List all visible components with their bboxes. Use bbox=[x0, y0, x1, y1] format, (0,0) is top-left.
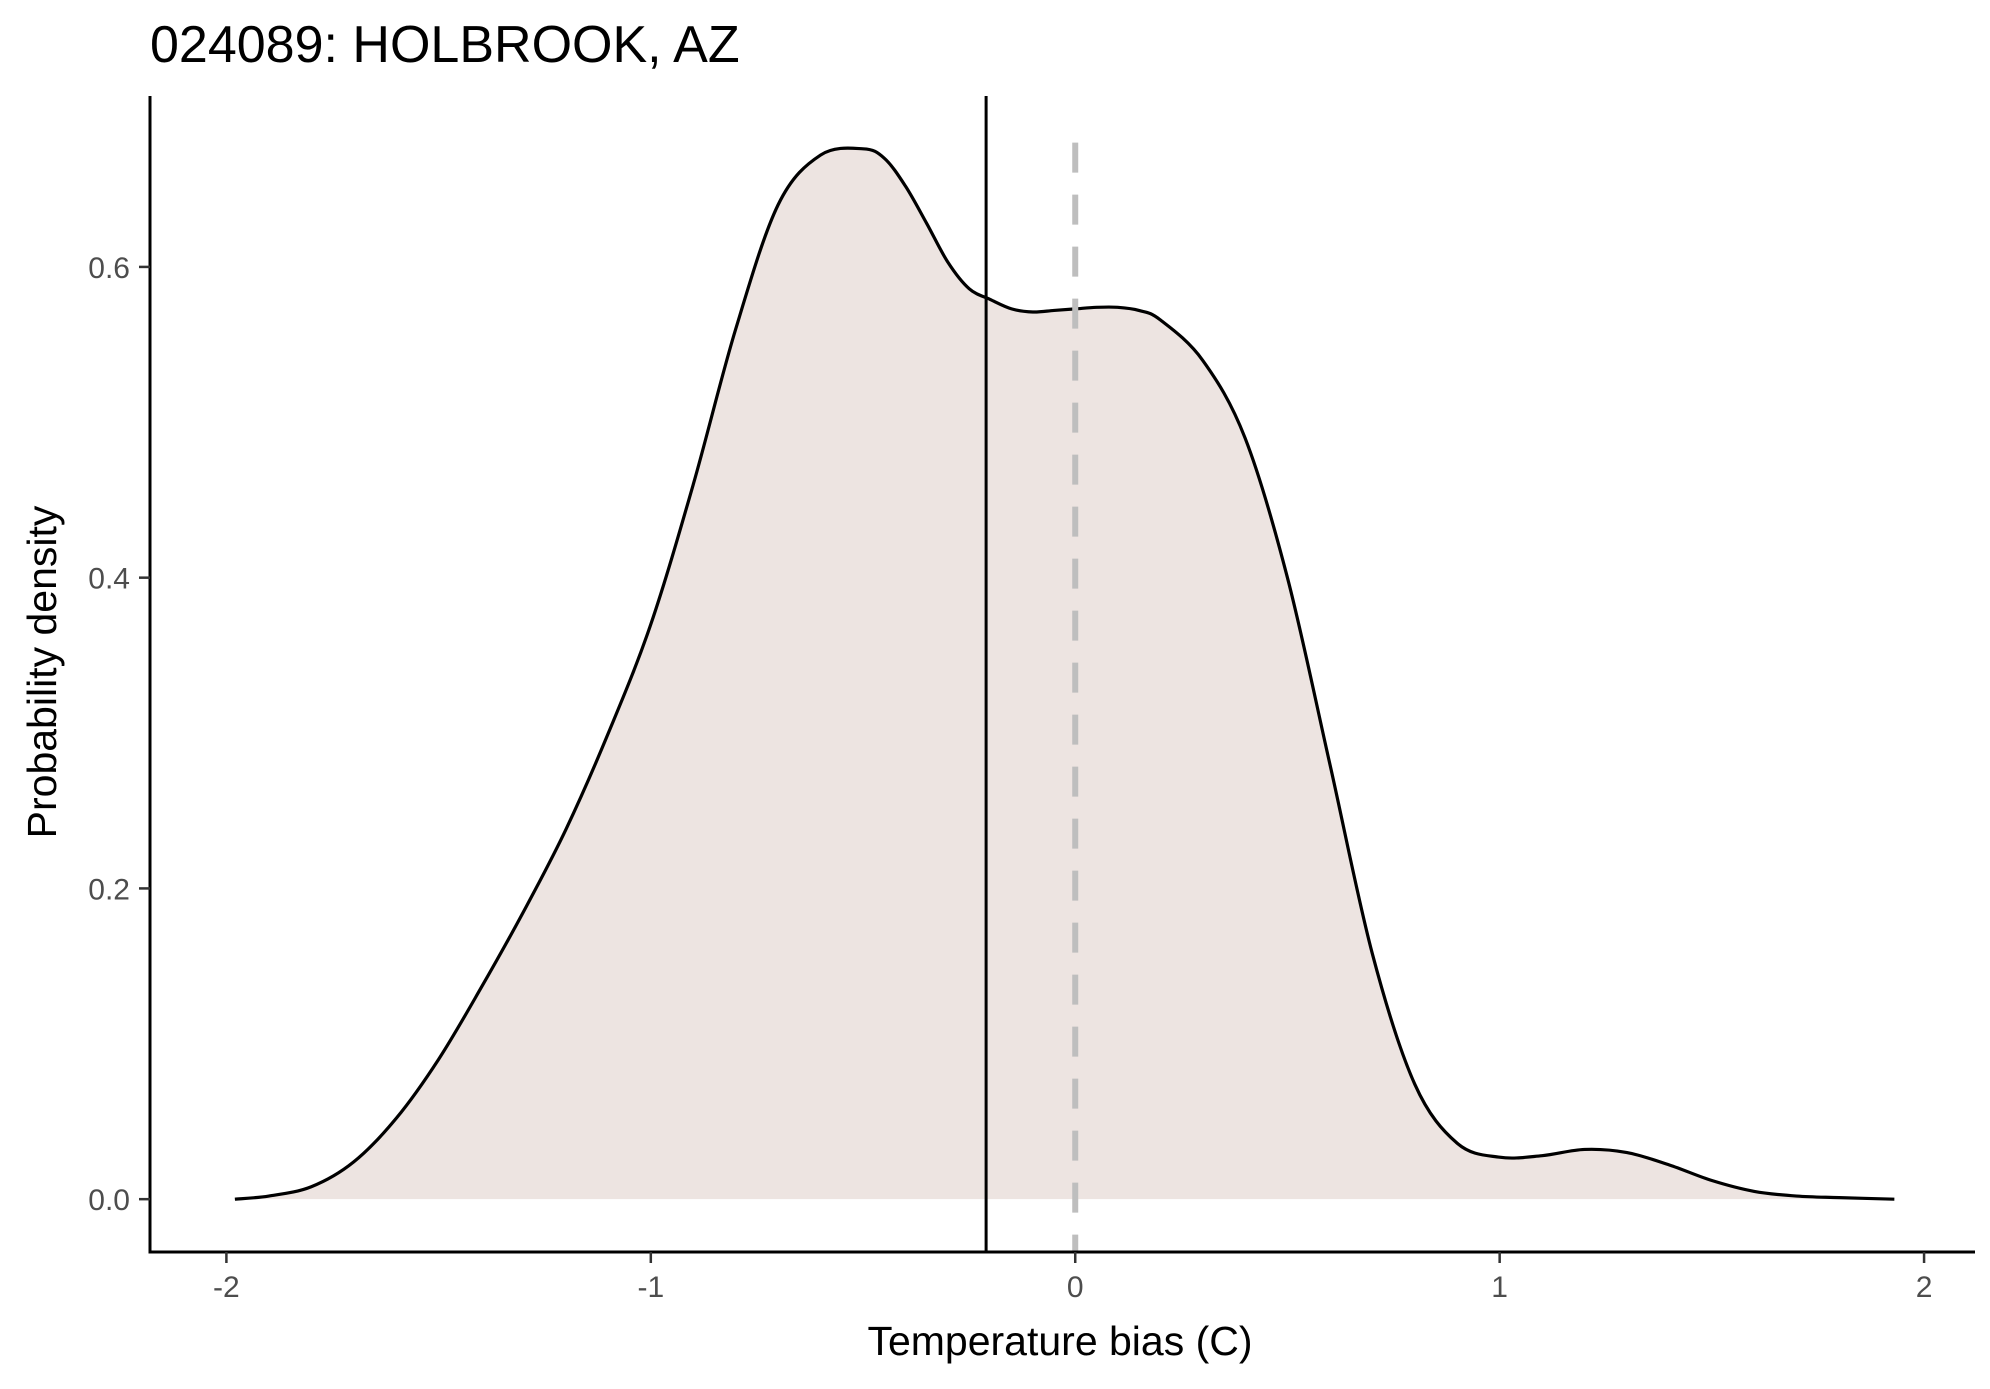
y-tick-label: 0.2 bbox=[88, 873, 130, 906]
x-tick-label: -1 bbox=[637, 1271, 664, 1304]
y-axis-title: Probability density bbox=[19, 505, 65, 838]
y-tick-label: 0.6 bbox=[88, 252, 130, 285]
x-tick-label: -2 bbox=[213, 1271, 240, 1304]
x-axis-title: Temperature bias (C) bbox=[867, 1318, 1252, 1364]
axes: -2 -1 0 1 2 0.0 0.2 0.4 0.6 bbox=[88, 96, 1975, 1304]
y-tick-label: 0.4 bbox=[88, 563, 130, 596]
density-area-fill bbox=[234, 148, 1895, 1200]
x-tick-label: 2 bbox=[1916, 1271, 1933, 1304]
chart-title: 024089: HOLBROOK, AZ bbox=[150, 16, 740, 74]
y-tick-label: 0.0 bbox=[88, 1184, 130, 1217]
x-tick-label: 1 bbox=[1491, 1271, 1508, 1304]
plot-area bbox=[234, 96, 1895, 1252]
density-curve-line bbox=[234, 146, 1895, 1201]
x-tick-label: 0 bbox=[1067, 1271, 1084, 1304]
